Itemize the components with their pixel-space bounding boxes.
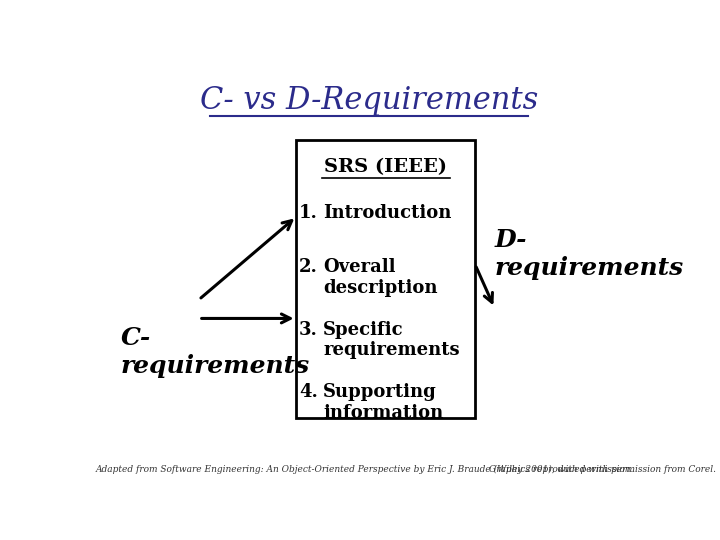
Text: 4.: 4. <box>299 383 318 401</box>
Text: Supporting
information: Supporting information <box>323 383 444 422</box>
Text: 1.: 1. <box>299 204 318 222</box>
Text: Graphics reproduced with permission from Corel.: Graphics reproduced with permission from… <box>489 465 716 474</box>
Text: Overall
description: Overall description <box>323 258 438 297</box>
Text: D-
requirements: D- requirements <box>495 228 684 280</box>
Bar <box>297 140 475 418</box>
Text: Adapted from Software Engineering: An Object-Oriented Perspective by Eric J. Bra: Adapted from Software Engineering: An Ob… <box>96 465 634 474</box>
Text: SRS (IEEE): SRS (IEEE) <box>324 158 447 176</box>
Text: C-
requirements: C- requirements <box>121 326 310 377</box>
Text: C- vs D-Requirements: C- vs D-Requirements <box>200 85 538 116</box>
Text: 2.: 2. <box>299 258 318 276</box>
Text: Introduction: Introduction <box>323 204 451 222</box>
Text: 3.: 3. <box>299 321 318 339</box>
Text: Specific
requirements: Specific requirements <box>323 321 460 359</box>
